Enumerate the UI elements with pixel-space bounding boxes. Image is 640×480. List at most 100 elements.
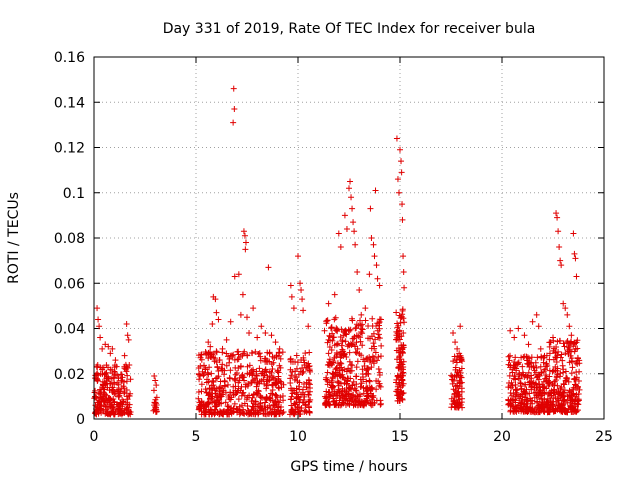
data-point bbox=[571, 250, 578, 257]
data-point bbox=[123, 393, 130, 400]
data-point bbox=[359, 326, 366, 333]
data-point bbox=[223, 362, 230, 369]
data-point bbox=[338, 352, 345, 359]
data-point bbox=[202, 366, 209, 373]
data-point bbox=[345, 391, 352, 398]
data-point bbox=[325, 350, 332, 357]
data-point bbox=[354, 393, 361, 400]
data-point bbox=[106, 400, 113, 407]
data-point bbox=[127, 376, 134, 383]
data-point bbox=[564, 311, 571, 318]
data-point bbox=[565, 378, 572, 385]
data-point bbox=[350, 335, 357, 342]
data-point bbox=[456, 350, 463, 357]
data-point bbox=[572, 255, 579, 262]
data-point bbox=[198, 351, 205, 358]
y-tick-label: 0.14 bbox=[54, 95, 85, 111]
data-point bbox=[564, 338, 571, 345]
data-point bbox=[231, 273, 238, 280]
data-point bbox=[221, 382, 228, 389]
data-point bbox=[452, 339, 459, 346]
data-point bbox=[518, 385, 525, 392]
data-point bbox=[115, 393, 122, 400]
data-point bbox=[115, 405, 122, 412]
x-tick-label: 15 bbox=[391, 429, 409, 445]
data-point bbox=[572, 397, 579, 404]
data-point bbox=[573, 273, 580, 280]
data-point bbox=[536, 381, 543, 388]
data-point bbox=[551, 386, 558, 393]
y-tick-label: 0.12 bbox=[54, 141, 85, 157]
data-point bbox=[322, 395, 329, 402]
data-point bbox=[326, 343, 333, 350]
data-point bbox=[233, 370, 240, 376]
data-point bbox=[353, 381, 360, 388]
data-point bbox=[576, 368, 583, 375]
data-point bbox=[327, 337, 334, 344]
data-point bbox=[151, 400, 158, 407]
data-point bbox=[561, 387, 568, 394]
data-point bbox=[123, 320, 130, 327]
x-axis-label: GPS time / hours bbox=[290, 459, 407, 475]
data-point bbox=[277, 407, 284, 414]
data-point bbox=[95, 410, 102, 417]
data-point bbox=[291, 411, 298, 418]
data-point bbox=[359, 374, 366, 381]
data-point bbox=[331, 354, 338, 361]
data-point bbox=[365, 393, 372, 400]
data-point bbox=[518, 372, 525, 379]
y-tick-label: 0.08 bbox=[54, 231, 85, 247]
data-point bbox=[103, 362, 110, 369]
data-point bbox=[398, 361, 405, 368]
data-point bbox=[397, 372, 404, 379]
data-point bbox=[196, 376, 203, 383]
data-point bbox=[324, 369, 331, 376]
data-point bbox=[326, 332, 333, 339]
data-point bbox=[208, 370, 215, 377]
data-point bbox=[258, 323, 265, 330]
data-point bbox=[242, 239, 249, 246]
data-point bbox=[458, 388, 465, 395]
data-point bbox=[336, 388, 343, 395]
data-point bbox=[505, 384, 512, 391]
data-point bbox=[200, 372, 207, 379]
data-point bbox=[288, 385, 295, 392]
data-point bbox=[100, 408, 107, 415]
data-point bbox=[272, 398, 279, 405]
data-point bbox=[100, 394, 107, 401]
data-point bbox=[352, 343, 359, 350]
data-point bbox=[527, 397, 534, 404]
data-point bbox=[353, 387, 360, 394]
data-point bbox=[561, 343, 568, 350]
data-point bbox=[252, 348, 259, 355]
data-point bbox=[393, 309, 400, 316]
data-point bbox=[353, 339, 360, 346]
data-point bbox=[364, 366, 371, 373]
y-tick-label: 0.04 bbox=[54, 322, 85, 338]
data-point bbox=[255, 387, 262, 394]
data-point bbox=[255, 350, 262, 357]
data-point bbox=[515, 325, 522, 332]
data-point bbox=[401, 284, 408, 291]
data-point bbox=[241, 232, 248, 239]
data-point bbox=[516, 401, 523, 408]
data-point bbox=[562, 305, 569, 312]
data-point bbox=[564, 409, 571, 416]
data-point bbox=[362, 371, 369, 378]
data-point bbox=[198, 356, 205, 363]
data-point bbox=[510, 362, 517, 369]
data-point bbox=[272, 339, 279, 346]
data-point bbox=[263, 382, 270, 389]
data-point bbox=[522, 390, 529, 397]
data-point bbox=[352, 387, 359, 394]
data-point bbox=[334, 378, 341, 385]
data-point bbox=[274, 368, 281, 375]
data-point bbox=[237, 363, 244, 370]
data-point bbox=[261, 372, 268, 379]
data-point bbox=[361, 398, 368, 405]
data-point bbox=[324, 317, 331, 324]
data-point bbox=[349, 205, 356, 212]
data-point bbox=[105, 343, 112, 350]
data-point bbox=[534, 392, 541, 399]
x-tick-label: 10 bbox=[289, 429, 307, 445]
